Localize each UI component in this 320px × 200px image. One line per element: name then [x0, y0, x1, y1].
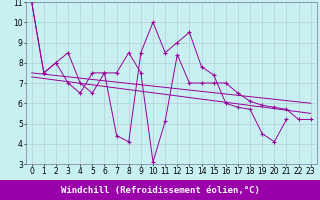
Text: Windchill (Refroidissement éolien,°C): Windchill (Refroidissement éolien,°C)	[60, 186, 260, 194]
